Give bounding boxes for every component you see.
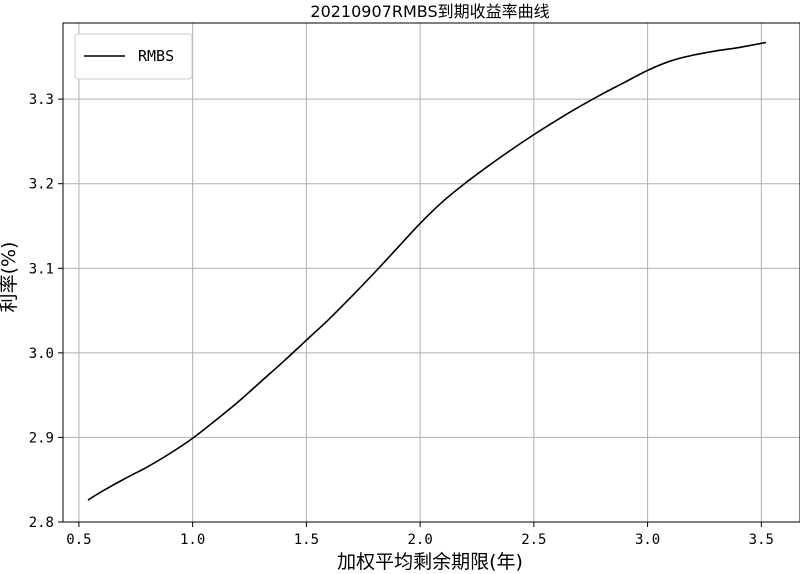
x-tick-label: 0.5	[66, 532, 91, 548]
legend-label-rmbs: RMBS	[138, 47, 174, 65]
x-tick-label: 1.5	[294, 532, 319, 548]
chart-title: 20210907RMBS到期收益率曲线	[310, 2, 549, 21]
y-tick-label: 3.3	[29, 92, 54, 108]
grid-lines	[63, 23, 800, 523]
y-axis-ticks: 2.8 2.9 3.0 3.1 3.2 3.3	[29, 92, 63, 531]
y-tick-label: 3.0	[29, 346, 54, 362]
x-tick-label: 2.5	[521, 532, 546, 548]
y-axis-label: 利率(%)	[0, 242, 20, 313]
x-tick-label: 2.0	[407, 532, 432, 548]
legend-box	[74, 33, 193, 80]
x-tick-label: 3.0	[635, 532, 660, 548]
y-tick-label: 2.9	[29, 430, 54, 446]
series-layer	[87, 41, 767, 501]
plot-frame	[62, 22, 800, 523]
x-axis-ticks: 0.5 1.0 1.5 2.0 2.5 3.0 3.5	[66, 522, 774, 548]
y-tick-label: 3.1	[29, 261, 54, 277]
legend: RMBS	[74, 33, 193, 80]
x-tick-label: 1.0	[180, 532, 205, 548]
y-tick-label: 3.2	[29, 177, 54, 193]
y-tick-label: 2.8	[29, 515, 54, 531]
x-tick-label: 3.5	[749, 532, 774, 548]
series-line-rmbs	[87, 41, 767, 501]
x-axis-label: 加权平均剩余期限(年)	[337, 551, 523, 573]
